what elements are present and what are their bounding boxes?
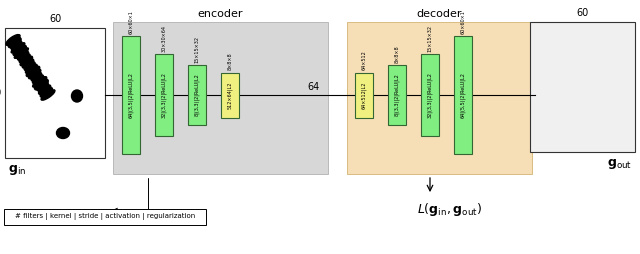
Ellipse shape	[536, 37, 551, 53]
FancyBboxPatch shape	[454, 36, 472, 154]
Text: 15×15×32: 15×15×32	[195, 36, 200, 63]
Text: 60: 60	[0, 88, 2, 98]
Ellipse shape	[20, 56, 33, 66]
Text: # filters | kernel | stride | activation | regularization: # filters | kernel | stride | activation…	[15, 214, 195, 220]
Text: encoder: encoder	[198, 9, 243, 19]
Ellipse shape	[38, 83, 49, 91]
Text: 8×8×8: 8×8×8	[394, 45, 399, 63]
Ellipse shape	[35, 79, 48, 90]
Ellipse shape	[33, 75, 44, 84]
Ellipse shape	[534, 33, 549, 49]
Ellipse shape	[602, 75, 618, 93]
FancyBboxPatch shape	[122, 36, 140, 154]
Text: $\mathbf{g}_{\mathrm{out}}$: $\mathbf{g}_{\mathrm{out}}$	[607, 157, 632, 171]
Ellipse shape	[13, 45, 26, 56]
FancyBboxPatch shape	[4, 209, 206, 225]
Ellipse shape	[544, 58, 559, 74]
Text: 64|(3,5)|2|ReLU|L2: 64|(3,5)|2|ReLU|L2	[128, 72, 134, 118]
Text: 8|(3,3)|2|ReLU|L2: 8|(3,3)|2|ReLU|L2	[394, 74, 400, 116]
FancyBboxPatch shape	[188, 65, 206, 125]
Text: 64: 64	[307, 82, 319, 92]
Text: 60: 60	[49, 14, 61, 24]
Ellipse shape	[17, 51, 29, 60]
Ellipse shape	[11, 41, 22, 50]
Text: $L(\mathbf{g}_{\mathrm{in}}, \mathbf{g}_{\mathrm{out}})$: $L(\mathbf{g}_{\mathrm{in}}, \mathbf{g}_…	[417, 201, 483, 218]
Ellipse shape	[559, 119, 581, 135]
Text: 512×64|L2: 512×64|L2	[227, 81, 233, 109]
Ellipse shape	[24, 62, 35, 71]
Text: 8|(3,3)|2|ReLU|L2: 8|(3,3)|2|ReLU|L2	[195, 74, 200, 116]
Ellipse shape	[22, 59, 34, 68]
Ellipse shape	[26, 66, 40, 77]
Ellipse shape	[532, 29, 548, 45]
Text: 60: 60	[577, 8, 589, 18]
Text: 60: 60	[639, 82, 640, 92]
Ellipse shape	[72, 90, 83, 102]
FancyBboxPatch shape	[221, 72, 239, 118]
Ellipse shape	[542, 54, 557, 70]
Text: 64×512: 64×512	[362, 51, 367, 71]
Text: $\mathbf{g}_{\mathrm{in}}$: $\mathbf{g}_{\mathrm{in}}$	[8, 163, 26, 177]
Text: 60×60×1: 60×60×1	[129, 10, 134, 34]
Ellipse shape	[11, 43, 25, 53]
Text: 8×8×8: 8×8×8	[227, 53, 232, 71]
Ellipse shape	[41, 90, 55, 100]
Ellipse shape	[548, 70, 564, 86]
Text: 60×60×1: 60×60×1	[461, 10, 465, 34]
FancyBboxPatch shape	[530, 22, 635, 152]
Ellipse shape	[541, 49, 556, 66]
FancyBboxPatch shape	[113, 22, 328, 174]
Ellipse shape	[545, 62, 561, 78]
Text: 64×512|L2: 64×512|L2	[361, 81, 367, 109]
Text: 30×30×64: 30×30×64	[161, 25, 166, 52]
Text: 32|(3,3)|2|ReLU|L2: 32|(3,3)|2|ReLU|L2	[161, 72, 167, 118]
Ellipse shape	[40, 88, 52, 97]
Ellipse shape	[550, 74, 566, 90]
Ellipse shape	[26, 64, 37, 73]
FancyBboxPatch shape	[347, 22, 532, 174]
Ellipse shape	[539, 45, 554, 61]
Ellipse shape	[29, 69, 41, 79]
Ellipse shape	[19, 54, 30, 63]
FancyBboxPatch shape	[388, 65, 406, 125]
Ellipse shape	[38, 85, 51, 95]
FancyBboxPatch shape	[5, 28, 105, 158]
Ellipse shape	[56, 128, 70, 138]
FancyBboxPatch shape	[421, 54, 439, 136]
Ellipse shape	[547, 66, 563, 82]
FancyBboxPatch shape	[155, 54, 173, 136]
FancyBboxPatch shape	[355, 72, 373, 118]
Ellipse shape	[6, 35, 20, 45]
Ellipse shape	[8, 37, 21, 48]
Ellipse shape	[33, 77, 47, 87]
Ellipse shape	[537, 41, 552, 57]
Ellipse shape	[14, 48, 28, 58]
Ellipse shape	[31, 72, 42, 81]
Text: decoder: decoder	[417, 9, 462, 19]
Text: 15×15×32: 15×15×32	[428, 25, 433, 52]
Text: 64|(5,5)|2|ReLU|L2: 64|(5,5)|2|ReLU|L2	[460, 72, 466, 118]
Text: 32|(3,3)|2|ReLU|L2: 32|(3,3)|2|ReLU|L2	[428, 72, 433, 118]
